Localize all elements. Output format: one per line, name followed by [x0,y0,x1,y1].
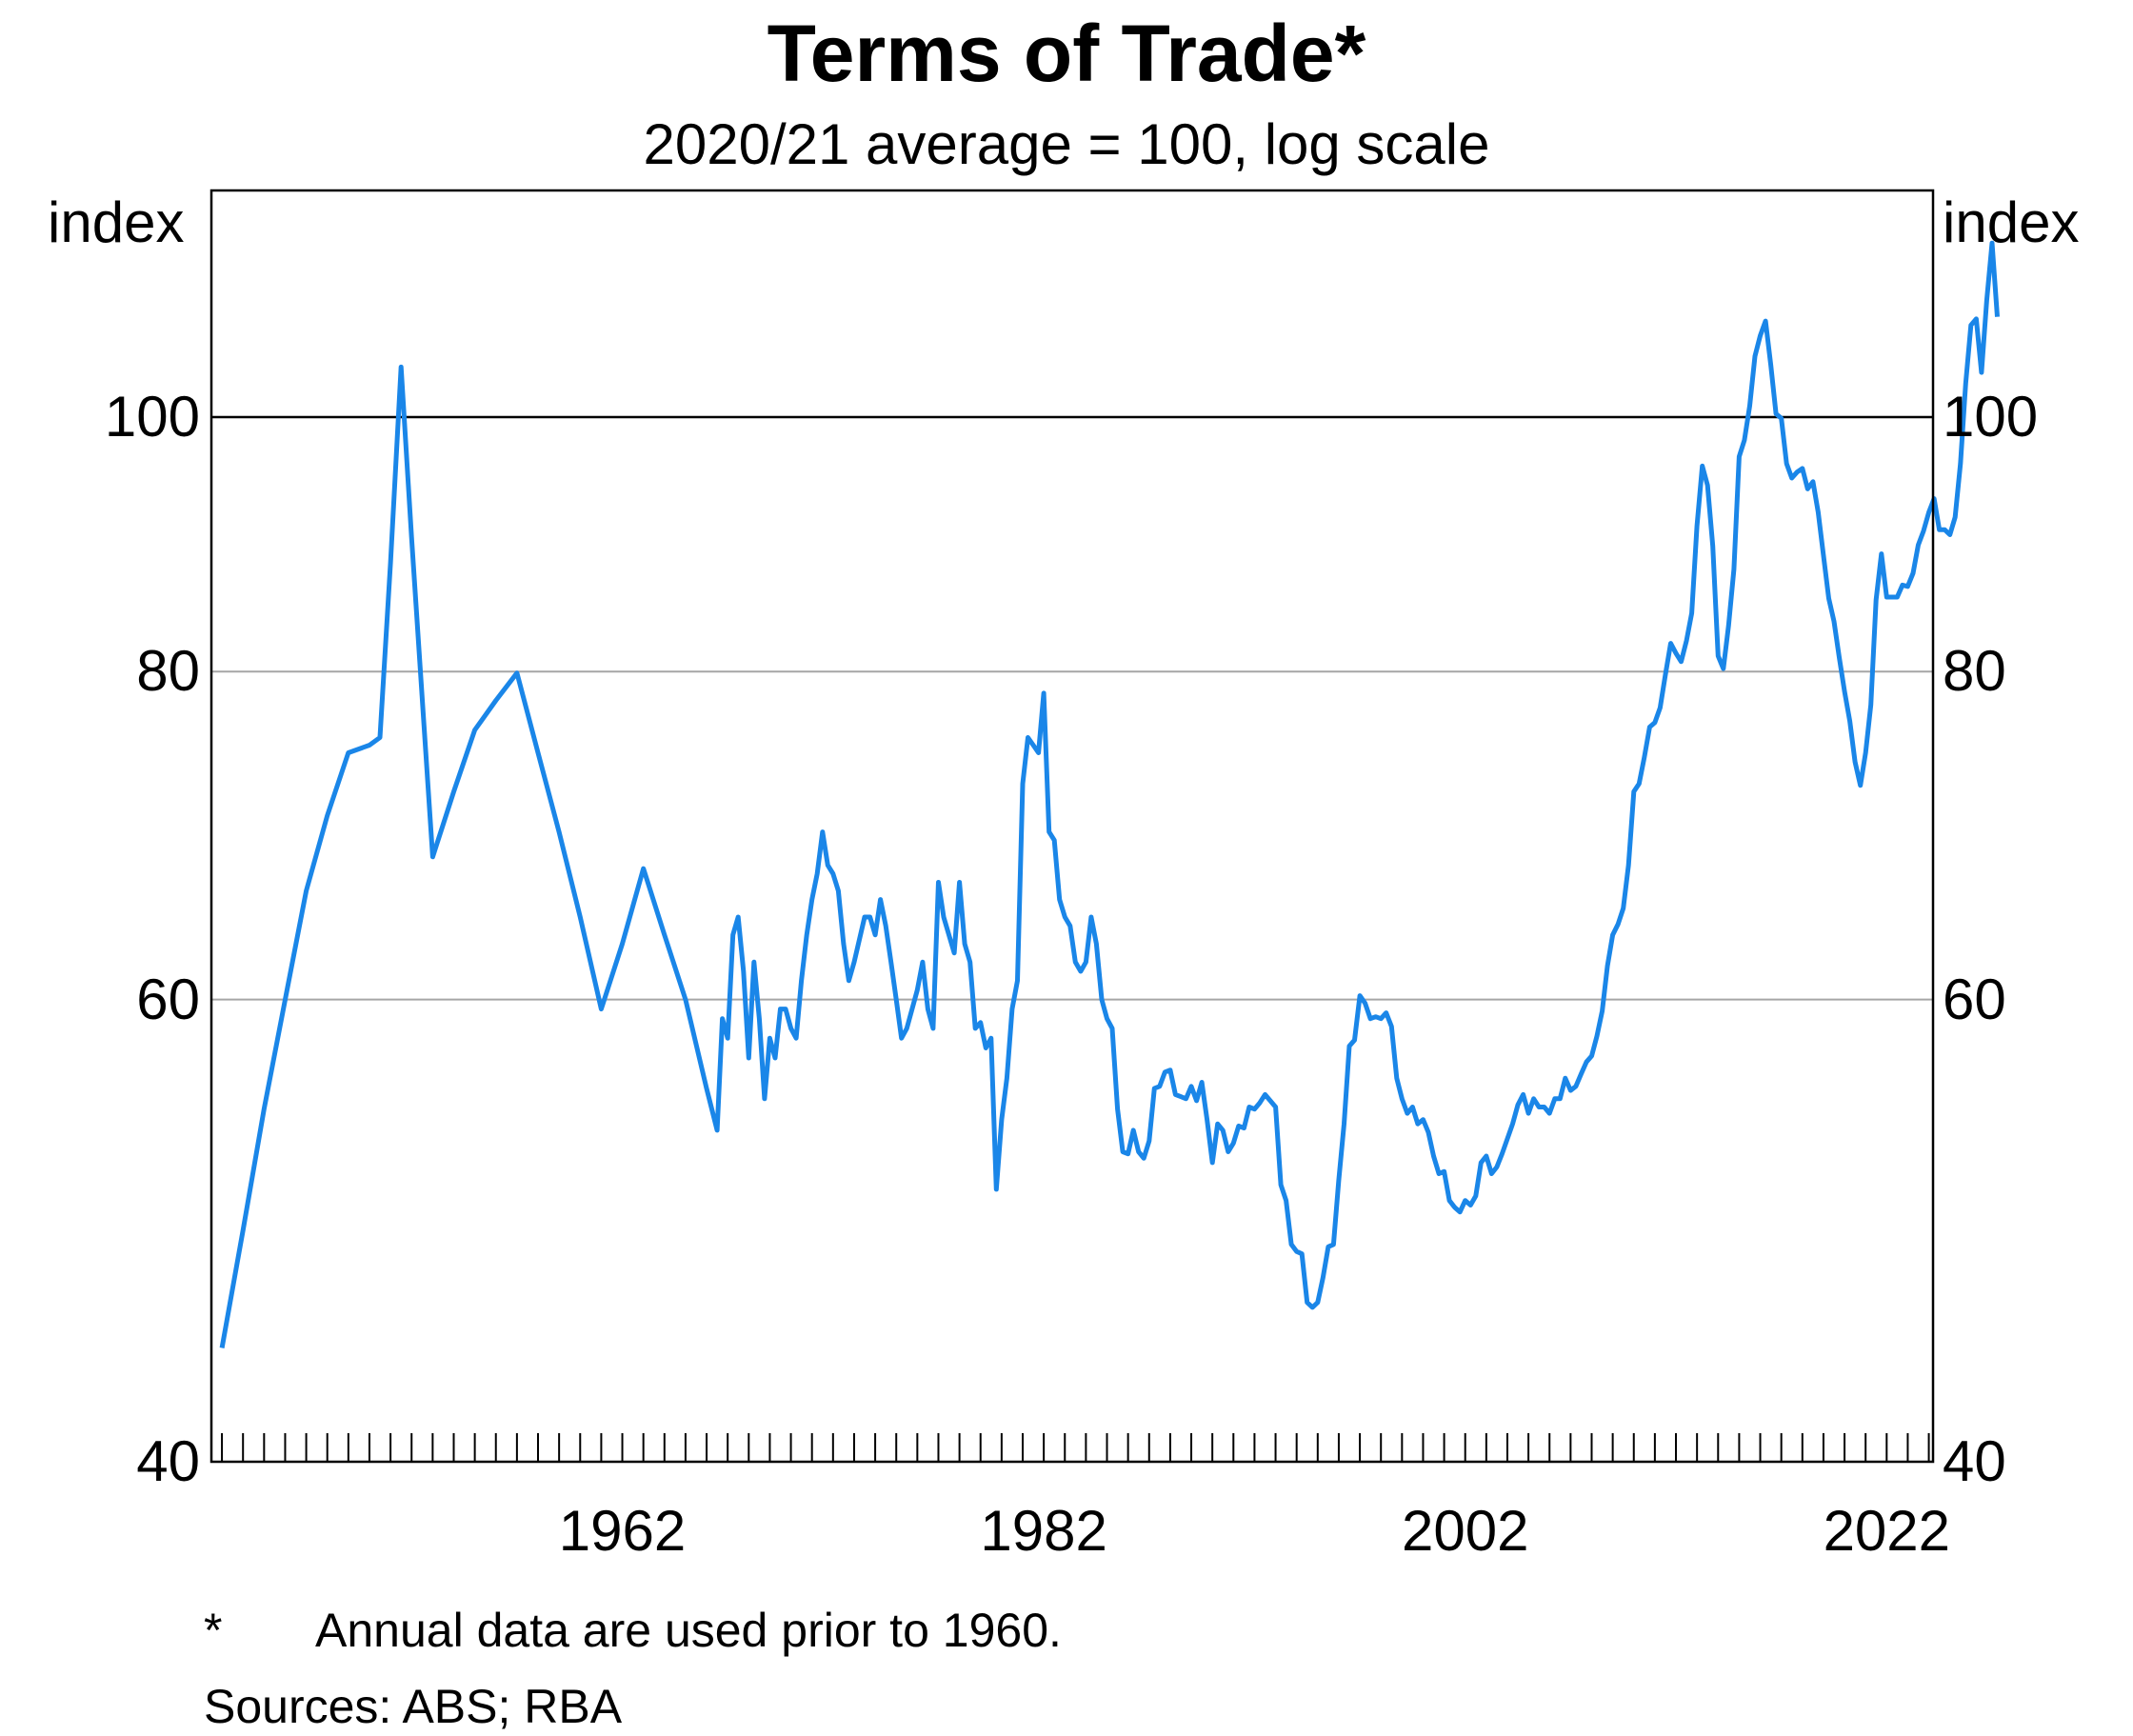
y-tick-label-right-100: 100 [1943,385,2039,449]
y-axis-unit-left: index [48,190,185,254]
chart-subtitle: 2020/21 average = 100, log scale [643,112,1490,176]
x-tick-label-2002: 2002 [1401,1499,1529,1563]
y-tick-label-left-100: 100 [104,385,200,449]
footnote-marker: * [204,1604,223,1657]
x-tick-label-1982: 1982 [980,1499,1107,1563]
y-tick-label-left-40: 40 [136,1429,200,1493]
y-tick-label-right-60: 60 [1943,967,2006,1031]
series-line-1 [219,240,2000,1348]
chart-title: Terms of Trade* [767,9,1366,98]
y-axis-unit-right: index [1943,190,2080,254]
y-tick-label-right-40: 40 [1943,1429,2006,1493]
footnote-text: Annual data are used prior to 1960. [315,1604,1062,1657]
y-tick-label-right-80: 80 [1943,639,2006,704]
footnote: * Annual data are used prior to 1960. [204,1602,1062,1659]
x-tick-label-1962: 1962 [558,1499,687,1563]
plot-frame [209,189,1935,1464]
sources-note: Sources: ABS; RBA [204,1680,623,1733]
y-tick-label-left-80: 80 [136,639,200,704]
x-tick-label-2022: 2022 [1823,1499,1951,1563]
y-tick-label-left-60: 60 [136,967,200,1031]
